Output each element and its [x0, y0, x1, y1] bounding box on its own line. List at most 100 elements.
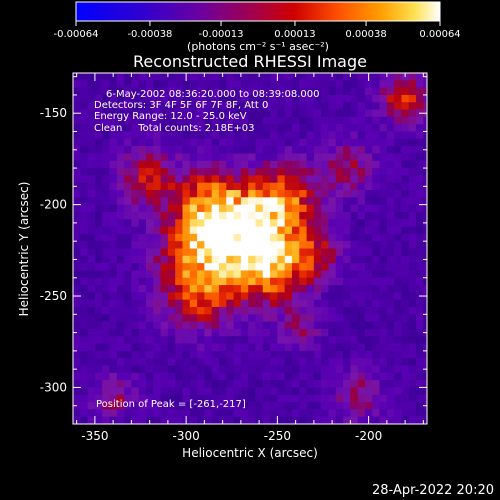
heatmap-cell [364, 387, 373, 396]
heatmap-cell [189, 197, 198, 206]
heatmap-cell [131, 299, 140, 308]
heatmap-cell [394, 204, 403, 213]
heatmap-cell [160, 255, 169, 264]
heatmap-cell [131, 394, 140, 403]
heatmap-cell [167, 211, 176, 220]
heatmap-cell [401, 102, 410, 111]
heatmap-cell [167, 321, 176, 330]
heatmap-cell [401, 307, 410, 315]
heatmap-cell [182, 138, 191, 147]
x-tick-label: -250 [264, 429, 291, 443]
heatmap-cell [175, 277, 184, 286]
heatmap-cell [364, 226, 373, 235]
heatmap-cell [240, 365, 249, 374]
heatmap-cell [255, 372, 264, 381]
heatmap-cell [394, 190, 403, 198]
heatmap-cell [408, 358, 417, 367]
heatmap-cell [240, 380, 249, 389]
heatmap-cell [138, 409, 147, 418]
heatmap-cell [299, 343, 308, 352]
heatmap-cell [175, 190, 184, 198]
heatmap-cell [364, 270, 373, 279]
heatmap-cell [335, 182, 344, 191]
heatmap-cell [364, 321, 373, 330]
heatmap-cell [394, 153, 403, 162]
heatmap-cell [233, 314, 242, 323]
heatmap-cell [87, 87, 96, 96]
heatmap-cell [299, 109, 308, 118]
heatmap-cell [408, 263, 417, 272]
heatmap-cell [335, 211, 344, 220]
heatmap-cell [262, 190, 271, 198]
heatmap-cell [372, 182, 381, 191]
heatmap-cell [372, 116, 381, 125]
heatmap-cell [211, 299, 220, 308]
heatmap-cell [386, 241, 395, 250]
heatmap-cell [124, 241, 132, 250]
heatmap-cell [204, 146, 213, 155]
heatmap-cell [284, 168, 293, 176]
heatmap-cell [364, 175, 373, 184]
heatmap-cell [386, 211, 395, 220]
heatmap-cell [80, 350, 89, 359]
heatmap-cell [233, 380, 242, 389]
heatmap-cell [80, 321, 89, 330]
heatmap-cell [240, 124, 249, 133]
heatmap-cell [131, 380, 140, 389]
colorbar-tick-label: 0.00064 [419, 29, 460, 40]
heatmap-cell [80, 182, 89, 191]
heatmap-cell [116, 168, 125, 176]
heatmap-cell [204, 255, 213, 264]
heatmap-cell [408, 219, 417, 228]
heatmap-cell [94, 182, 103, 191]
heatmap-cell [80, 277, 89, 286]
heatmap-cell [145, 336, 154, 345]
heatmap-cell [87, 80, 96, 89]
heatmap-cell [299, 248, 308, 257]
heatmap-cell [313, 153, 322, 162]
heatmap-cell [80, 168, 89, 176]
heatmap-cell [145, 204, 154, 213]
heatmap-cell [124, 138, 132, 147]
heatmap-cell [124, 358, 132, 367]
heatmap-cell [124, 131, 132, 140]
heatmap-cell [262, 219, 271, 228]
heatmap-cell [211, 211, 220, 220]
heatmap-cell [350, 190, 359, 198]
heatmap-cell [160, 146, 169, 155]
heatmap-cell [401, 336, 410, 345]
heatmap-cell [226, 409, 235, 418]
heatmap-cell [167, 416, 176, 424]
heatmap-cell [211, 270, 220, 279]
heatmap-cell [233, 321, 242, 330]
heatmap-cell [211, 387, 220, 396]
heatmap-cell [408, 416, 417, 424]
heatmap-cell [226, 73, 235, 81]
heatmap-cell [357, 299, 366, 308]
heatmap-cell [233, 241, 242, 250]
heatmap-cell [306, 168, 315, 176]
heatmap-cell [306, 197, 315, 206]
heatmap-cell [350, 380, 359, 389]
heatmap-cell [218, 255, 227, 264]
heatmap-cell [102, 402, 111, 410]
heatmap-cell [218, 358, 227, 367]
heatmap-cell [211, 365, 220, 374]
heatmap-cell [167, 197, 176, 206]
heatmap-cell [87, 226, 96, 235]
heatmap-cell [102, 233, 111, 242]
heatmap-cell [255, 87, 264, 96]
heatmap-cell [255, 277, 264, 286]
heatmap-cell [197, 175, 205, 184]
heatmap-cell [284, 394, 293, 403]
heatmap-cell [102, 211, 111, 220]
heatmap-cell [160, 248, 169, 257]
heatmap-cell [73, 153, 81, 162]
heatmap-cell [116, 226, 125, 235]
heatmap-cell [226, 182, 235, 191]
heatmap-cell [175, 160, 184, 169]
heatmap-cell [80, 255, 89, 264]
heatmap-cell [357, 131, 366, 140]
heatmap-cell [313, 307, 322, 315]
heatmap-cell [270, 248, 278, 257]
